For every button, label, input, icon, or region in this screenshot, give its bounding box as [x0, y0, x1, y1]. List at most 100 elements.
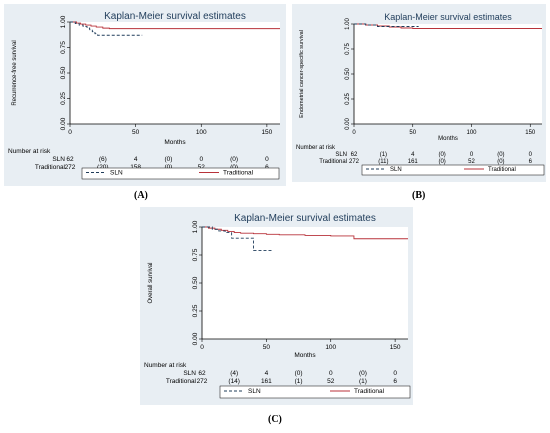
caption-c: (C) [268, 414, 282, 425]
risk-count: 272 [65, 164, 76, 171]
plot-area [70, 22, 280, 124]
x-tick-label: 100 [466, 130, 477, 136]
chart-title: Kaplan-Meier survival estimates [104, 11, 246, 22]
risk-count: 4 [134, 156, 138, 163]
risk-count: (1) [359, 378, 367, 385]
y-tick-label: 0.75 [345, 43, 351, 55]
x-tick-label: 100 [325, 344, 336, 351]
legend-label-sln: SLN [110, 170, 123, 177]
risk-row-label: SLN [52, 156, 65, 163]
risk-count: (20) [97, 164, 109, 171]
chart-title: Kaplan-Meier survival estimates [384, 12, 512, 22]
x-axis-label: Months [294, 352, 316, 359]
y-tick-label: 0.25 [345, 93, 351, 105]
y-tick-label: 0.00 [192, 332, 199, 345]
km-chart-a: Kaplan-Meier survival estimates 0.00 0.25 0… [8, 11, 280, 180]
risk-count: 0 [529, 152, 533, 158]
survival-curve-sln [202, 226, 273, 251]
risk-row-label: SLN [335, 152, 347, 158]
risk-count: 272 [349, 159, 360, 165]
risk-count: 0 [265, 156, 269, 163]
y-tick-label: 1.00 [192, 220, 199, 233]
risk-count: (6) [99, 156, 107, 163]
risk-count: 0 [199, 156, 203, 163]
x-tick-label: 50 [409, 130, 416, 136]
survival-curve-sln [70, 21, 143, 36]
y-tick-label: 0.50 [192, 276, 199, 289]
caption-b: (B) [412, 190, 426, 201]
legend-label-sln: SLN [248, 388, 261, 395]
x-tick-label: 0 [200, 344, 204, 351]
risk-count: (11) [378, 159, 388, 165]
y-tick-label: 1.00 [345, 18, 351, 30]
chart-panel-b: Kaplan-Meier survival estimates 0.00 0.25 0… [292, 4, 546, 182]
risk-count: 4 [265, 370, 269, 377]
y-tick-label: 1.00 [60, 15, 67, 28]
x-tick-label: 0 [352, 130, 356, 136]
risk-table-title: Number at risk [8, 148, 51, 155]
survival-curve-sln [354, 23, 419, 27]
risk-count: 4 [411, 152, 415, 158]
plot-area [354, 24, 542, 124]
risk-count: (0) [230, 164, 238, 171]
legend-label-traditional: Traditional [223, 170, 254, 177]
y-tick-label: 0.75 [60, 41, 67, 54]
risk-row-label: SLN [183, 370, 196, 377]
x-tick-label: 0 [68, 129, 72, 136]
risk-count: 161 [261, 378, 272, 385]
x-tick-label: 150 [525, 130, 536, 136]
risk-count: 52 [327, 378, 335, 385]
survival-curve-traditional [70, 21, 280, 30]
risk-table-title: Number at risk [296, 145, 336, 151]
x-tick-label: 150 [390, 344, 401, 351]
km-chart-c: Kaplan-Meier survival estimates 0.00 0.25 0… [144, 213, 411, 399]
legend-label-traditional: Traditional [354, 388, 385, 395]
risk-count: 62 [198, 370, 206, 377]
risk-count: 272 [197, 378, 208, 385]
risk-count: 6 [529, 159, 533, 165]
y-axis-label: Overall survival [148, 262, 154, 303]
x-axis-label: Months [164, 139, 186, 146]
legend-box [81, 167, 280, 180]
legend-box [219, 385, 411, 399]
km-chart-b: Kaplan-Meier survival estimates 0.00 0.25 0… [296, 12, 545, 176]
risk-count: 52 [468, 159, 475, 165]
risk-row-label: Traditional [319, 159, 347, 165]
risk-count: 161 [408, 159, 419, 165]
y-tick-label: 0.75 [192, 248, 199, 261]
risk-row-label: Traditional [35, 164, 66, 171]
plot-area [202, 227, 408, 339]
y-axis-label: Recurrence-free survival [12, 40, 18, 105]
risk-count: (0) [497, 159, 504, 165]
y-tick-label: 0.50 [345, 68, 351, 80]
y-tick-label: 0.00 [60, 117, 67, 130]
y-tick-label: 0.00 [345, 118, 351, 130]
x-tick-label: 50 [132, 129, 140, 136]
legend-label-sln: SLN [390, 167, 402, 173]
risk-count: (0) [438, 152, 445, 158]
x-axis-label: Months [438, 136, 458, 142]
y-axis-label: Endometrial cancer-specific survival [299, 30, 305, 118]
chart-title: Kaplan-Meier survival estimates [234, 213, 376, 224]
y-tick-label: 0.50 [60, 66, 67, 79]
risk-count: (1) [295, 378, 303, 385]
risk-count: (4) [230, 370, 238, 377]
chart-panel-a: Kaplan-Meier survival estimates 0.00 0.25 0… [4, 4, 286, 186]
risk-count: (14) [228, 378, 240, 385]
risk-count: (0) [497, 152, 504, 158]
risk-count: 62 [351, 152, 358, 158]
x-tick-label: 100 [196, 129, 207, 136]
risk-count: (0) [295, 370, 303, 377]
x-tick-label: 150 [261, 129, 272, 136]
risk-count: 0 [393, 370, 397, 377]
risk-count: 0 [329, 370, 333, 377]
x-tick-label: 50 [263, 344, 271, 351]
risk-count: 6 [393, 378, 397, 385]
y-tick-label: 0.25 [60, 92, 67, 105]
risk-count: 158 [130, 164, 141, 171]
legend-label-traditional: Traditional [488, 167, 516, 173]
y-tick-label: 0.25 [192, 304, 199, 317]
risk-count: (1) [380, 152, 387, 158]
legend-box [361, 164, 545, 176]
risk-count: (0) [164, 164, 172, 171]
